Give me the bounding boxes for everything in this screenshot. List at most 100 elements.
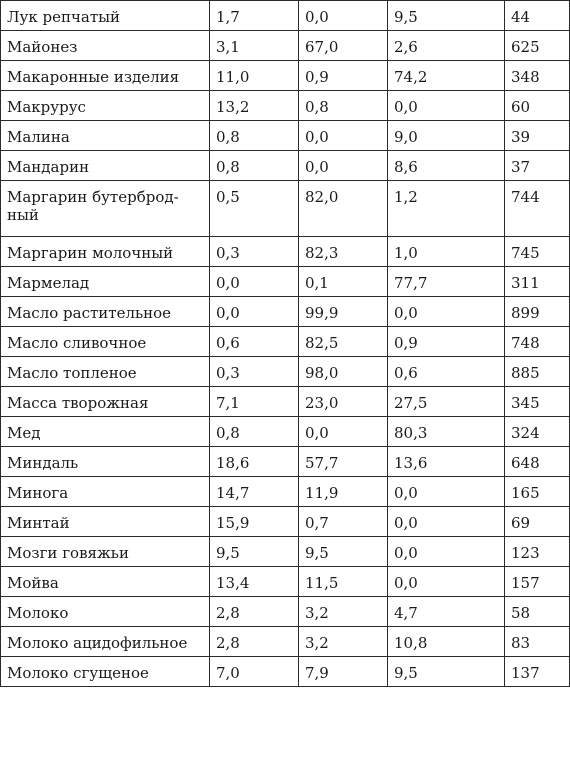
fat-value: 82,0 bbox=[298, 180, 388, 237]
table-row: Маргарин молочный 0,3 82,3 1,0 745 bbox=[0, 236, 570, 267]
product-name: Масса творожная bbox=[0, 386, 210, 417]
product-name: Минога bbox=[0, 476, 210, 507]
protein-value: 7,0 bbox=[209, 656, 299, 687]
carbs-value: 0,0 bbox=[387, 476, 505, 507]
kcal-value: 39 bbox=[504, 120, 570, 151]
kcal-value: 165 bbox=[504, 476, 570, 507]
carbs-value: 0,9 bbox=[387, 326, 505, 357]
nutrition-table: Лук репчатый 1,7 0,0 9,5 44 Майонез 3,1 … bbox=[0, 0, 570, 687]
product-name: Мойва bbox=[0, 566, 210, 597]
product-name: Мармелад bbox=[0, 266, 210, 297]
carbs-value: 13,6 bbox=[387, 446, 505, 477]
table-row: Молоко сгущеное 7,0 7,9 9,5 137 bbox=[0, 656, 570, 687]
kcal-value: 748 bbox=[504, 326, 570, 357]
protein-value: 0,8 bbox=[209, 150, 299, 181]
product-name: Майонез bbox=[0, 30, 210, 61]
table-row: Молоко ацидофильное 2,8 3,2 10,8 83 bbox=[0, 626, 570, 657]
table-row: Масло сливочное 0,6 82,5 0,9 748 bbox=[0, 326, 570, 357]
fat-value: 7,9 bbox=[298, 656, 388, 687]
kcal-value: 37 bbox=[504, 150, 570, 181]
protein-value: 13,2 bbox=[209, 90, 299, 121]
table-row: Майонез 3,1 67,0 2,6 625 bbox=[0, 30, 570, 61]
product-name: Миндаль bbox=[0, 446, 210, 477]
protein-value: 0,0 bbox=[209, 266, 299, 297]
table-row: Мозги говяжьи 9,5 9,5 0,0 123 bbox=[0, 536, 570, 567]
protein-value: 7,1 bbox=[209, 386, 299, 417]
kcal-value: 69 bbox=[504, 506, 570, 537]
carbs-value: 1,0 bbox=[387, 236, 505, 267]
fat-value: 0,7 bbox=[298, 506, 388, 537]
kcal-value: 137 bbox=[504, 656, 570, 687]
fat-value: 99,9 bbox=[298, 296, 388, 327]
carbs-value: 2,6 bbox=[387, 30, 505, 61]
fat-value: 57,7 bbox=[298, 446, 388, 477]
protein-value: 0,3 bbox=[209, 236, 299, 267]
product-name: Макаронные изделия bbox=[0, 60, 210, 91]
kcal-value: 345 bbox=[504, 386, 570, 417]
fat-value: 3,2 bbox=[298, 596, 388, 627]
table-row: Макрурус 13,2 0,8 0,0 60 bbox=[0, 90, 570, 121]
carbs-value: 0,0 bbox=[387, 506, 505, 537]
protein-value: 0,5 bbox=[209, 180, 299, 237]
fat-value: 11,9 bbox=[298, 476, 388, 507]
table-row: Мед 0,8 0,0 80,3 324 bbox=[0, 416, 570, 447]
kcal-value: 311 bbox=[504, 266, 570, 297]
protein-value: 13,4 bbox=[209, 566, 299, 597]
kcal-value: 324 bbox=[504, 416, 570, 447]
carbs-value: 8,6 bbox=[387, 150, 505, 181]
carbs-value: 4,7 bbox=[387, 596, 505, 627]
protein-value: 2,8 bbox=[209, 596, 299, 627]
carbs-value: 0,0 bbox=[387, 296, 505, 327]
kcal-value: 58 bbox=[504, 596, 570, 627]
kcal-value: 44 bbox=[504, 0, 570, 31]
fat-value: 23,0 bbox=[298, 386, 388, 417]
fat-value: 0,0 bbox=[298, 0, 388, 31]
table-row: Мандарин 0,8 0,0 8,6 37 bbox=[0, 150, 570, 181]
protein-value: 11,0 bbox=[209, 60, 299, 91]
product-name: Макрурус bbox=[0, 90, 210, 121]
fat-value: 0,0 bbox=[298, 120, 388, 151]
product-name: Масло растительное bbox=[0, 296, 210, 327]
carbs-value: 9,0 bbox=[387, 120, 505, 151]
product-name: Мозги говяжьи bbox=[0, 536, 210, 567]
protein-value: 3,1 bbox=[209, 30, 299, 61]
product-name: Молоко ацидофильное bbox=[0, 626, 210, 657]
protein-value: 9,5 bbox=[209, 536, 299, 567]
product-name: Молоко сгущеное bbox=[0, 656, 210, 687]
carbs-value: 77,7 bbox=[387, 266, 505, 297]
kcal-value: 745 bbox=[504, 236, 570, 267]
table-row: Минтай 15,9 0,7 0,0 69 bbox=[0, 506, 570, 537]
fat-value: 11,5 bbox=[298, 566, 388, 597]
product-name: Маргарин молочный bbox=[0, 236, 210, 267]
table-row: Лук репчатый 1,7 0,0 9,5 44 bbox=[0, 0, 570, 31]
carbs-value: 10,8 bbox=[387, 626, 505, 657]
fat-value: 98,0 bbox=[298, 356, 388, 387]
kcal-value: 744 bbox=[504, 180, 570, 237]
fat-value: 82,5 bbox=[298, 326, 388, 357]
table-row: Масло топленое 0,3 98,0 0,6 885 bbox=[0, 356, 570, 387]
table-row: Молоко 2,8 3,2 4,7 58 bbox=[0, 596, 570, 627]
protein-value: 0,3 bbox=[209, 356, 299, 387]
kcal-value: 648 bbox=[504, 446, 570, 477]
fat-value: 0,0 bbox=[298, 150, 388, 181]
fat-value: 0,0 bbox=[298, 416, 388, 447]
fat-value: 3,2 bbox=[298, 626, 388, 657]
protein-value: 15,9 bbox=[209, 506, 299, 537]
product-name: Лук репчатый bbox=[0, 0, 210, 31]
protein-value: 0,0 bbox=[209, 296, 299, 327]
product-name: Мед bbox=[0, 416, 210, 447]
table-row: Мармелад 0,0 0,1 77,7 311 bbox=[0, 266, 570, 297]
nutrition-table-body: Лук репчатый 1,7 0,0 9,5 44 Майонез 3,1 … bbox=[0, 0, 570, 687]
kcal-value: 60 bbox=[504, 90, 570, 121]
table-row: Минога 14,7 11,9 0,0 165 bbox=[0, 476, 570, 507]
carbs-value: 0,0 bbox=[387, 536, 505, 567]
table-row: Масло растительное 0,0 99,9 0,0 899 bbox=[0, 296, 570, 327]
carbs-value: 9,5 bbox=[387, 656, 505, 687]
kcal-value: 625 bbox=[504, 30, 570, 61]
kcal-value: 123 bbox=[504, 536, 570, 567]
product-name: Мандарин bbox=[0, 150, 210, 181]
kcal-value: 83 bbox=[504, 626, 570, 657]
fat-value: 0,1 bbox=[298, 266, 388, 297]
table-row: Миндаль 18,6 57,7 13,6 648 bbox=[0, 446, 570, 477]
kcal-value: 348 bbox=[504, 60, 570, 91]
